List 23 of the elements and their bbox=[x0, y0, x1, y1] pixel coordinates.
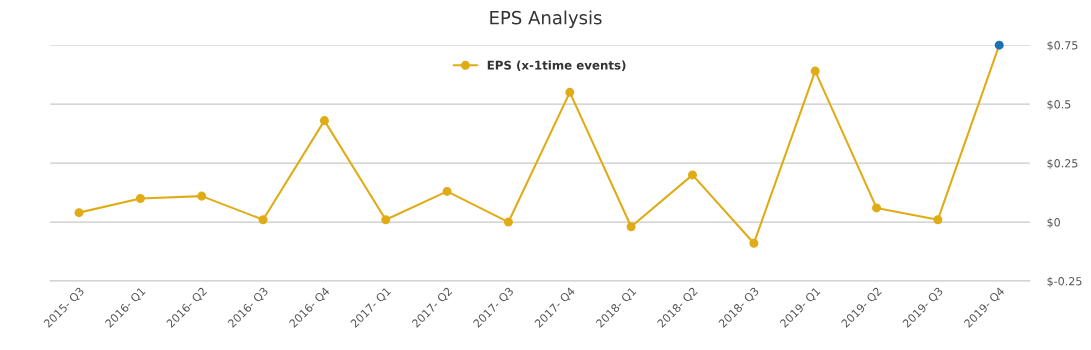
point bbox=[503, 217, 513, 227]
point bbox=[442, 186, 452, 196]
point bbox=[749, 238, 759, 248]
legend-label: EPS (x-1time events) bbox=[487, 60, 626, 72]
point bbox=[626, 222, 636, 232]
point bbox=[994, 40, 1004, 50]
point bbox=[197, 191, 207, 201]
point bbox=[565, 87, 575, 97]
point bbox=[135, 193, 145, 203]
point bbox=[872, 203, 882, 213]
y-tick-label: $0 bbox=[1047, 217, 1060, 228]
point bbox=[381, 215, 391, 225]
point bbox=[74, 208, 84, 218]
y-tick-label: $0.25 bbox=[1047, 158, 1078, 169]
chart-title: EPS Analysis bbox=[490, 10, 602, 28]
point bbox=[687, 170, 698, 180]
point bbox=[319, 116, 329, 126]
point bbox=[810, 66, 820, 76]
y-tick-label: $0.75 bbox=[1047, 40, 1078, 52]
y-tick-label: $0.5 bbox=[1047, 99, 1071, 110]
y-tick-label: $-0.25 bbox=[1047, 276, 1082, 287]
point bbox=[933, 215, 943, 225]
point bbox=[258, 215, 268, 225]
